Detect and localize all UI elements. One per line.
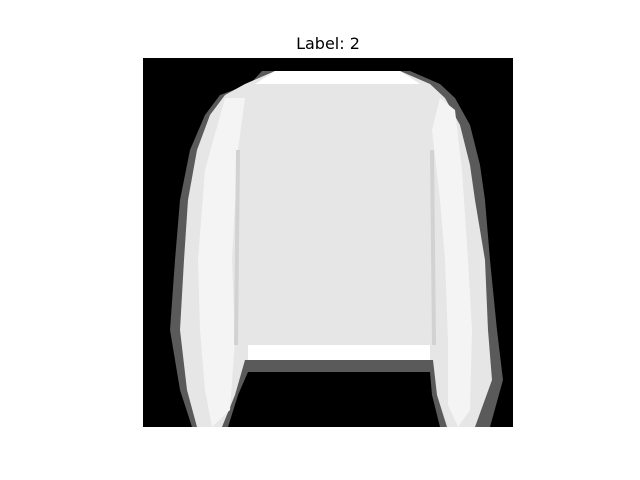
left-seam <box>234 149 240 346</box>
image-title: Label: 2 <box>296 34 360 53</box>
hem <box>248 345 430 360</box>
left-sleeve <box>198 98 245 427</box>
neckline <box>255 71 420 84</box>
sweater <box>180 71 492 427</box>
image <box>143 58 513 427</box>
right-seam <box>430 149 436 346</box>
right-sleeve <box>432 98 472 427</box>
